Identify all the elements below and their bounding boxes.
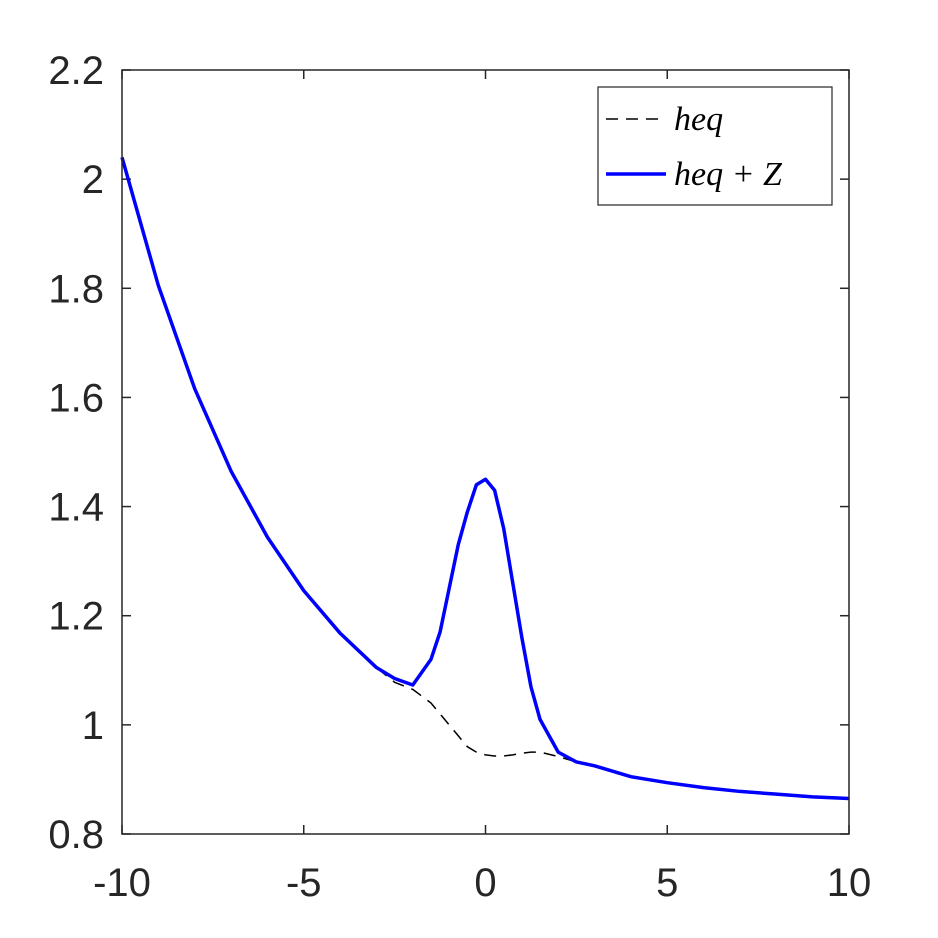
x-tick-label: 5	[656, 861, 678, 905]
legend-label: heq	[674, 101, 723, 138]
y-tick-label: 1.2	[48, 595, 104, 639]
legend-label: heq + Z	[674, 156, 783, 193]
y-tick-label: 0.8	[48, 813, 104, 857]
x-tick-label: 10	[827, 861, 872, 905]
y-tick-label: 1.4	[48, 486, 104, 530]
x-tick-label: -10	[93, 861, 151, 905]
y-tick-label: 2	[82, 158, 104, 202]
x-tick-label: -5	[286, 861, 322, 905]
line-series	[120, 156, 850, 801]
y-tick-label: 2.2	[48, 49, 104, 93]
legend-box	[597, 86, 833, 206]
y-tick-label: 1.6	[48, 376, 104, 420]
y-tick-label: 1.8	[48, 267, 104, 311]
axes-box	[121, 69, 850, 835]
x-tick-label: 0	[474, 861, 496, 905]
y-tick-label: 1	[82, 704, 104, 748]
